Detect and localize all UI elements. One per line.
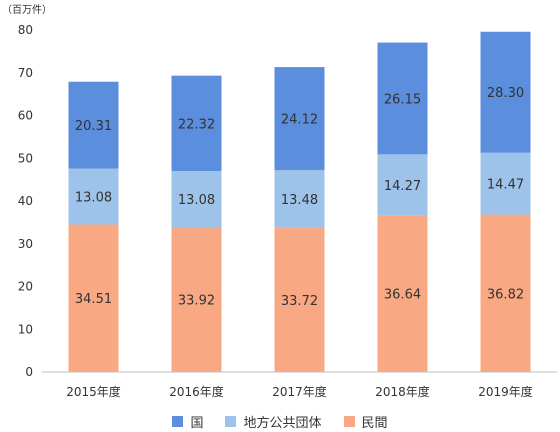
bar-segment xyxy=(377,215,428,372)
data-label: 24.12 xyxy=(281,113,318,128)
bar-segment xyxy=(480,152,531,215)
legend-item: 民間 xyxy=(343,412,388,431)
legend-item: 地方公共団体 xyxy=(225,412,322,431)
data-label: 22.32 xyxy=(178,117,215,132)
legend-label: 国 xyxy=(190,415,204,431)
y-tick-label: 0 xyxy=(25,365,33,379)
legend-label: 民間 xyxy=(361,415,388,431)
x-tick-label: 2015年度 xyxy=(66,384,121,399)
data-label: 13.08 xyxy=(75,191,112,206)
data-label: 33.72 xyxy=(281,294,318,309)
data-label: 33.92 xyxy=(178,293,215,308)
x-tick-label: 2017年度 xyxy=(272,384,327,399)
data-label: 20.31 xyxy=(75,119,112,134)
x-tick-label: 2016年度 xyxy=(169,384,224,399)
bar-segment xyxy=(274,227,325,372)
bar-segment xyxy=(377,154,428,216)
y-tick-label: 70 xyxy=(18,66,33,80)
bar-segment xyxy=(68,81,119,169)
bar-segment xyxy=(480,31,531,153)
bar-segment xyxy=(68,224,119,372)
x-axis: 2015年度 2016年度 2017年度 2018年度 2019年度 xyxy=(42,371,557,399)
data-label: 28.30 xyxy=(487,86,524,101)
legend-item: 国 xyxy=(172,412,203,431)
data-label: 36.82 xyxy=(487,287,524,302)
data-label: 14.47 xyxy=(487,178,524,193)
legend-swatch xyxy=(225,415,237,427)
y-tick-label: 30 xyxy=(18,237,33,251)
data-label: 13.48 xyxy=(281,193,318,208)
y-tick-label: 10 xyxy=(18,322,33,336)
legend-label: 地方公共団体 xyxy=(243,415,322,431)
bar-segment xyxy=(274,67,325,171)
data-label: 13.08 xyxy=(178,193,215,208)
y-tick-label: 60 xyxy=(18,109,33,123)
bar-segment xyxy=(480,214,531,372)
bar-segment xyxy=(171,75,222,172)
bar-segment xyxy=(377,42,428,155)
x-tick-label: 2018年度 xyxy=(375,384,430,399)
y-axis-unit-label: （百万件） xyxy=(2,5,52,16)
y-tick-label: 40 xyxy=(18,194,33,208)
data-label: 36.64 xyxy=(384,288,421,303)
y-axis: 0 10 20 30 40 50 60 70 80 xyxy=(18,23,33,379)
bar-segment xyxy=(68,168,119,225)
data-label: 26.15 xyxy=(384,92,421,107)
data-label: 34.51 xyxy=(75,292,112,307)
bar-segment xyxy=(171,226,222,372)
stacked-bar-chart: 0 10 20 30 40 50 60 70 80 34.51 13.08 20.31 33.92 13… xyxy=(18,23,557,399)
legend-swatch xyxy=(172,415,184,427)
data-label: 14.27 xyxy=(384,179,421,194)
bar-segment xyxy=(274,170,325,228)
legend-swatch xyxy=(343,415,355,427)
y-tick-label: 20 xyxy=(18,280,33,294)
x-tick-label: 2019年度 xyxy=(478,384,533,399)
y-tick-label: 50 xyxy=(18,151,33,165)
bar-segment xyxy=(171,171,222,227)
legend: 国 地方公共団体 民間 xyxy=(0,410,560,432)
y-tick-label: 80 xyxy=(18,23,33,37)
bars: 34.51 13.08 20.31 33.92 13.08 22.32 33.72 13.48… xyxy=(68,31,531,372)
